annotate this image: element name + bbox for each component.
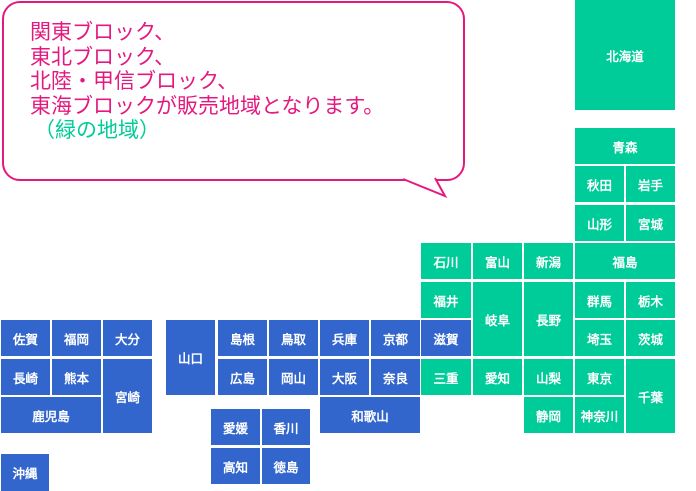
- prefecture-34[interactable]: 島根: [218, 320, 267, 356]
- speech-bubble-tail: [402, 176, 448, 198]
- prefecture-42[interactable]: 和歌山: [320, 397, 420, 433]
- prefecture-37[interactable]: 京都: [371, 320, 420, 356]
- prefecture-29[interactable]: 熊本: [52, 359, 101, 395]
- prefecture-7[interactable]: 富山: [473, 243, 522, 279]
- prefecture-2[interactable]: 秋田: [575, 166, 624, 202]
- prefecture-1[interactable]: 青森: [575, 128, 675, 164]
- prefecture-3[interactable]: 岩手: [626, 166, 675, 202]
- prefecture-40[interactable]: 大阪: [320, 359, 369, 395]
- prefecture-13[interactable]: 群馬: [575, 282, 624, 318]
- message-line: 東北ブロック、: [30, 44, 176, 69]
- prefecture-6[interactable]: 石川: [421, 243, 471, 279]
- prefecture-44[interactable]: 香川: [262, 409, 310, 445]
- message-line: 関東ブロック、: [30, 20, 176, 44]
- prefecture-0[interactable]: 北海道: [575, 0, 675, 110]
- prefecture-23[interactable]: 静岡: [524, 397, 573, 433]
- prefecture-16[interactable]: 埼玉: [575, 320, 624, 356]
- prefecture-14[interactable]: 栃木: [626, 282, 675, 318]
- prefecture-19[interactable]: 愛知: [473, 359, 522, 395]
- prefecture-21[interactable]: 東京: [575, 359, 624, 395]
- prefecture-26[interactable]: 福岡: [52, 320, 101, 356]
- prefecture-28[interactable]: 長崎: [1, 359, 50, 395]
- prefecture-15[interactable]: 滋賀: [421, 320, 471, 356]
- prefecture-9[interactable]: 福島: [575, 243, 675, 279]
- prefecture-4[interactable]: 山形: [575, 205, 624, 241]
- prefecture-31[interactable]: 鹿児島: [1, 397, 101, 433]
- message-line: 東海ブロックが販売地域となります。: [30, 93, 385, 118]
- prefecture-22[interactable]: 千葉: [626, 359, 675, 433]
- prefecture-43[interactable]: 愛媛: [211, 409, 260, 445]
- prefecture-46[interactable]: 徳島: [262, 448, 310, 484]
- prefecture-41[interactable]: 奈良: [371, 359, 420, 395]
- prefecture-27[interactable]: 大分: [103, 320, 152, 356]
- prefecture-17[interactable]: 茨城: [626, 320, 675, 356]
- prefecture-20[interactable]: 山梨: [524, 359, 573, 395]
- prefecture-8[interactable]: 新潟: [524, 243, 573, 279]
- prefecture-32[interactable]: 沖縄: [1, 454, 49, 491]
- message-note: （緑の地域）: [34, 118, 160, 142]
- prefecture-12[interactable]: 長野: [524, 282, 573, 356]
- prefecture-10[interactable]: 福井: [421, 282, 471, 318]
- prefecture-18[interactable]: 三重: [421, 359, 471, 395]
- prefecture-5[interactable]: 宮城: [626, 205, 675, 241]
- prefecture-30[interactable]: 宮崎: [103, 359, 152, 433]
- sales-region-message: 関東ブロック、 東北ブロック、 北陸・甲信ブロック、 東海ブロックが販売地域とな…: [30, 20, 384, 143]
- prefecture-24[interactable]: 神奈川: [575, 397, 624, 433]
- speech-bubble: [2, 1, 465, 181]
- prefecture-36[interactable]: 兵庫: [320, 320, 369, 356]
- prefecture-11[interactable]: 岐阜: [473, 282, 522, 356]
- prefecture-38[interactable]: 広島: [218, 359, 267, 395]
- message-line: 北陸・甲信ブロック、: [30, 69, 239, 93]
- prefecture-45[interactable]: 高知: [211, 448, 260, 484]
- prefecture-25[interactable]: 佐賀: [1, 320, 50, 356]
- prefecture-33[interactable]: 山口: [166, 320, 215, 395]
- prefecture-39[interactable]: 岡山: [269, 359, 318, 395]
- prefecture-35[interactable]: 鳥取: [269, 320, 318, 356]
